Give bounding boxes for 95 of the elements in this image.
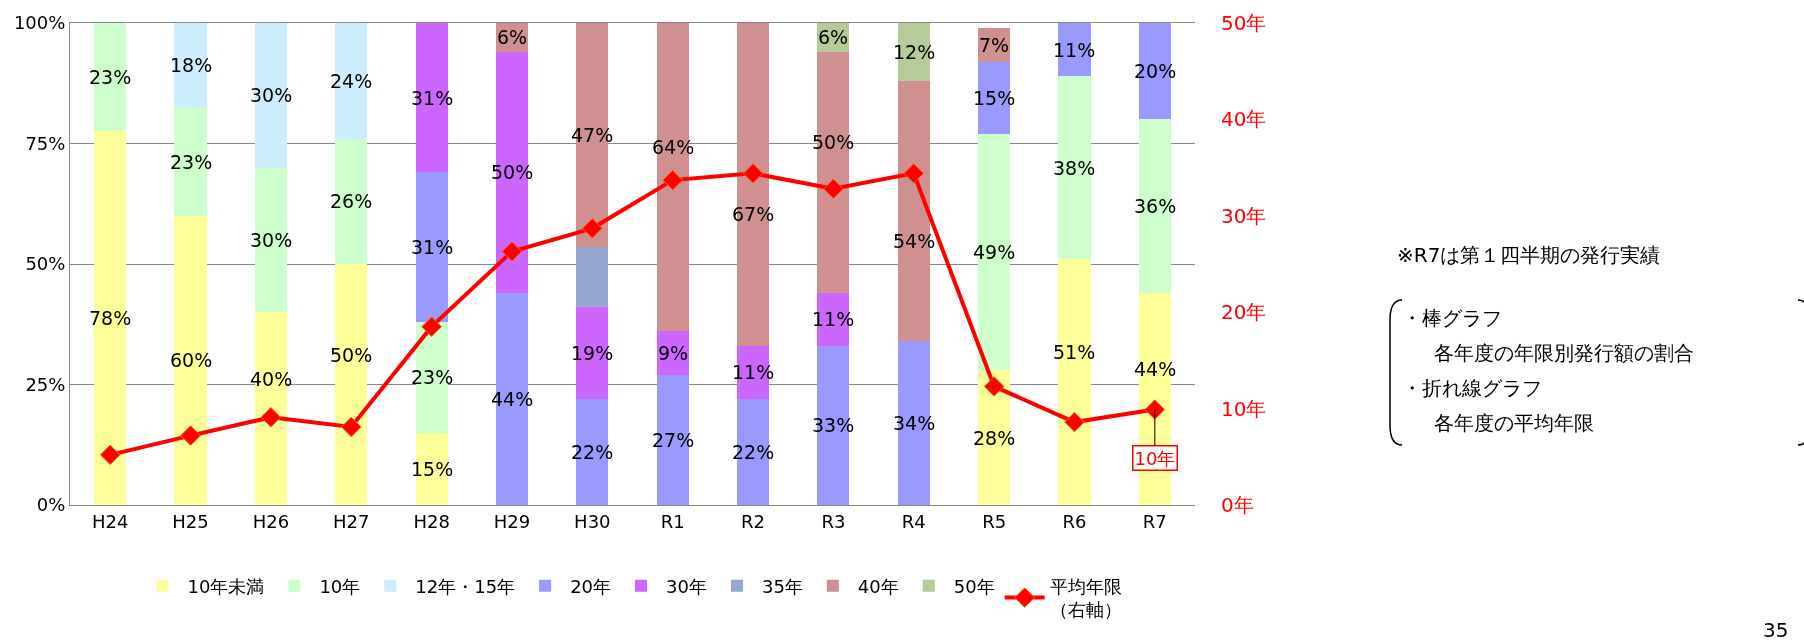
x-tick-label: R3 — [821, 510, 846, 532]
point — [823, 178, 844, 200]
data-label: 23% — [89, 66, 132, 88]
data-label: 9% — [658, 342, 689, 364]
data-label: 40% — [250, 368, 293, 390]
x-tick-label: H30 — [574, 510, 611, 532]
text: 35 — [1763, 618, 1789, 642]
data-label: 31% — [411, 236, 454, 258]
point — [742, 163, 764, 184]
text: ※R7は第１四半期の発行実績 — [1397, 243, 1661, 267]
data-label: 6% — [497, 26, 528, 48]
y2-tick-label: 10年 — [1221, 396, 1267, 421]
data-label: 50% — [330, 344, 373, 366]
text: ・折れ線グラフ — [1402, 376, 1542, 400]
point — [903, 163, 924, 184]
data-label: 12% — [893, 41, 936, 63]
y2-tick-label: 20年 — [1221, 300, 1267, 325]
point — [983, 376, 1005, 397]
data-label: 10年 — [1134, 447, 1176, 469]
legend-label: 平均年限（右軸） — [1049, 575, 1122, 621]
text: 各年度の平均年限 — [1434, 411, 1594, 435]
text: ・棒グラフ — [1402, 306, 1502, 330]
x-tick-label: H27 — [333, 510, 370, 532]
x-tick-label: R6 — [1062, 510, 1087, 532]
data-label: 50% — [812, 131, 855, 153]
data-label: 26% — [330, 190, 373, 212]
x-tick-label: R2 — [741, 510, 766, 532]
data-label: 15% — [411, 458, 454, 480]
data-label: 30% — [250, 84, 293, 106]
y-tick-label: 75% — [25, 132, 66, 154]
bar — [576, 247, 609, 308]
data-label: 64% — [652, 136, 695, 158]
y2-tick-label: 40年 — [1221, 107, 1267, 132]
point — [501, 241, 523, 262]
point — [582, 218, 603, 239]
legend-label: 10年未満 — [187, 575, 265, 597]
data-label: 27% — [652, 429, 695, 451]
data-label: 54% — [893, 230, 936, 252]
y2-tick-label: 0年 — [1221, 493, 1254, 517]
point — [421, 316, 442, 337]
legend-label: 12年・15年 — [415, 575, 516, 597]
data-label: 23% — [411, 366, 454, 388]
y2-tick-label: 50年 — [1221, 11, 1267, 35]
data-label: 6% — [818, 26, 849, 48]
x-tick-label: R5 — [982, 510, 1007, 532]
data-label: 44% — [491, 388, 534, 410]
data-label: 60% — [170, 349, 213, 371]
legend-label: 30年 — [666, 575, 707, 597]
data-label: 51% — [1053, 341, 1096, 363]
data-label: 24% — [330, 70, 373, 92]
x-tick-label: R1 — [660, 510, 685, 532]
data-label: 7% — [979, 34, 1010, 56]
data-label: 20% — [1134, 60, 1177, 82]
point — [341, 416, 362, 438]
x-tick-label: H25 — [172, 510, 209, 532]
legend-label: 20年 — [570, 575, 612, 597]
data-label: 18% — [170, 54, 213, 76]
data-label: 38% — [1053, 157, 1096, 179]
point — [662, 169, 683, 191]
x-tick-label: H24 — [91, 510, 129, 532]
data-label: 23% — [170, 151, 213, 173]
point — [260, 407, 282, 428]
data-label: 67% — [732, 203, 775, 225]
y2-tick-label: 30年 — [1221, 203, 1267, 228]
y-tick-label: 50% — [25, 253, 66, 275]
data-label: 22% — [732, 441, 775, 463]
data-label: 28% — [973, 427, 1016, 449]
point — [99, 444, 121, 466]
legend-label: 10年 — [319, 575, 361, 597]
x-tick-label: H26 — [252, 510, 290, 532]
legend-label: 35年 — [761, 575, 803, 597]
data-label: 49% — [973, 241, 1016, 263]
data-label: 15% — [973, 87, 1016, 109]
text: 各年度の年限別発行額の割合 — [1434, 341, 1694, 365]
data-label: 78% — [89, 307, 132, 329]
point — [1144, 399, 1166, 420]
x-tick-label: R7 — [1142, 510, 1167, 532]
legend-label: 40年 — [857, 575, 899, 597]
data-label: 47% — [571, 124, 614, 146]
point — [180, 425, 201, 446]
legend-label: 50年 — [953, 575, 995, 597]
point — [1064, 411, 1085, 433]
data-label: 30% — [250, 229, 293, 251]
x-tick-label: H29 — [493, 510, 531, 532]
y-tick-label: 0% — [36, 494, 66, 516]
data-label: 11% — [1053, 39, 1096, 61]
x-tick-label: H28 — [413, 510, 450, 532]
x-tick-label: R4 — [901, 510, 926, 532]
data-label: 44% — [1134, 358, 1177, 380]
y-tick-label: 25% — [25, 373, 66, 395]
data-label: 22% — [571, 441, 614, 463]
data-label: 33% — [812, 414, 855, 436]
data-label: 34% — [893, 412, 936, 434]
y-tick-label: 100% — [13, 12, 66, 34]
data-label: 36% — [1134, 195, 1177, 217]
